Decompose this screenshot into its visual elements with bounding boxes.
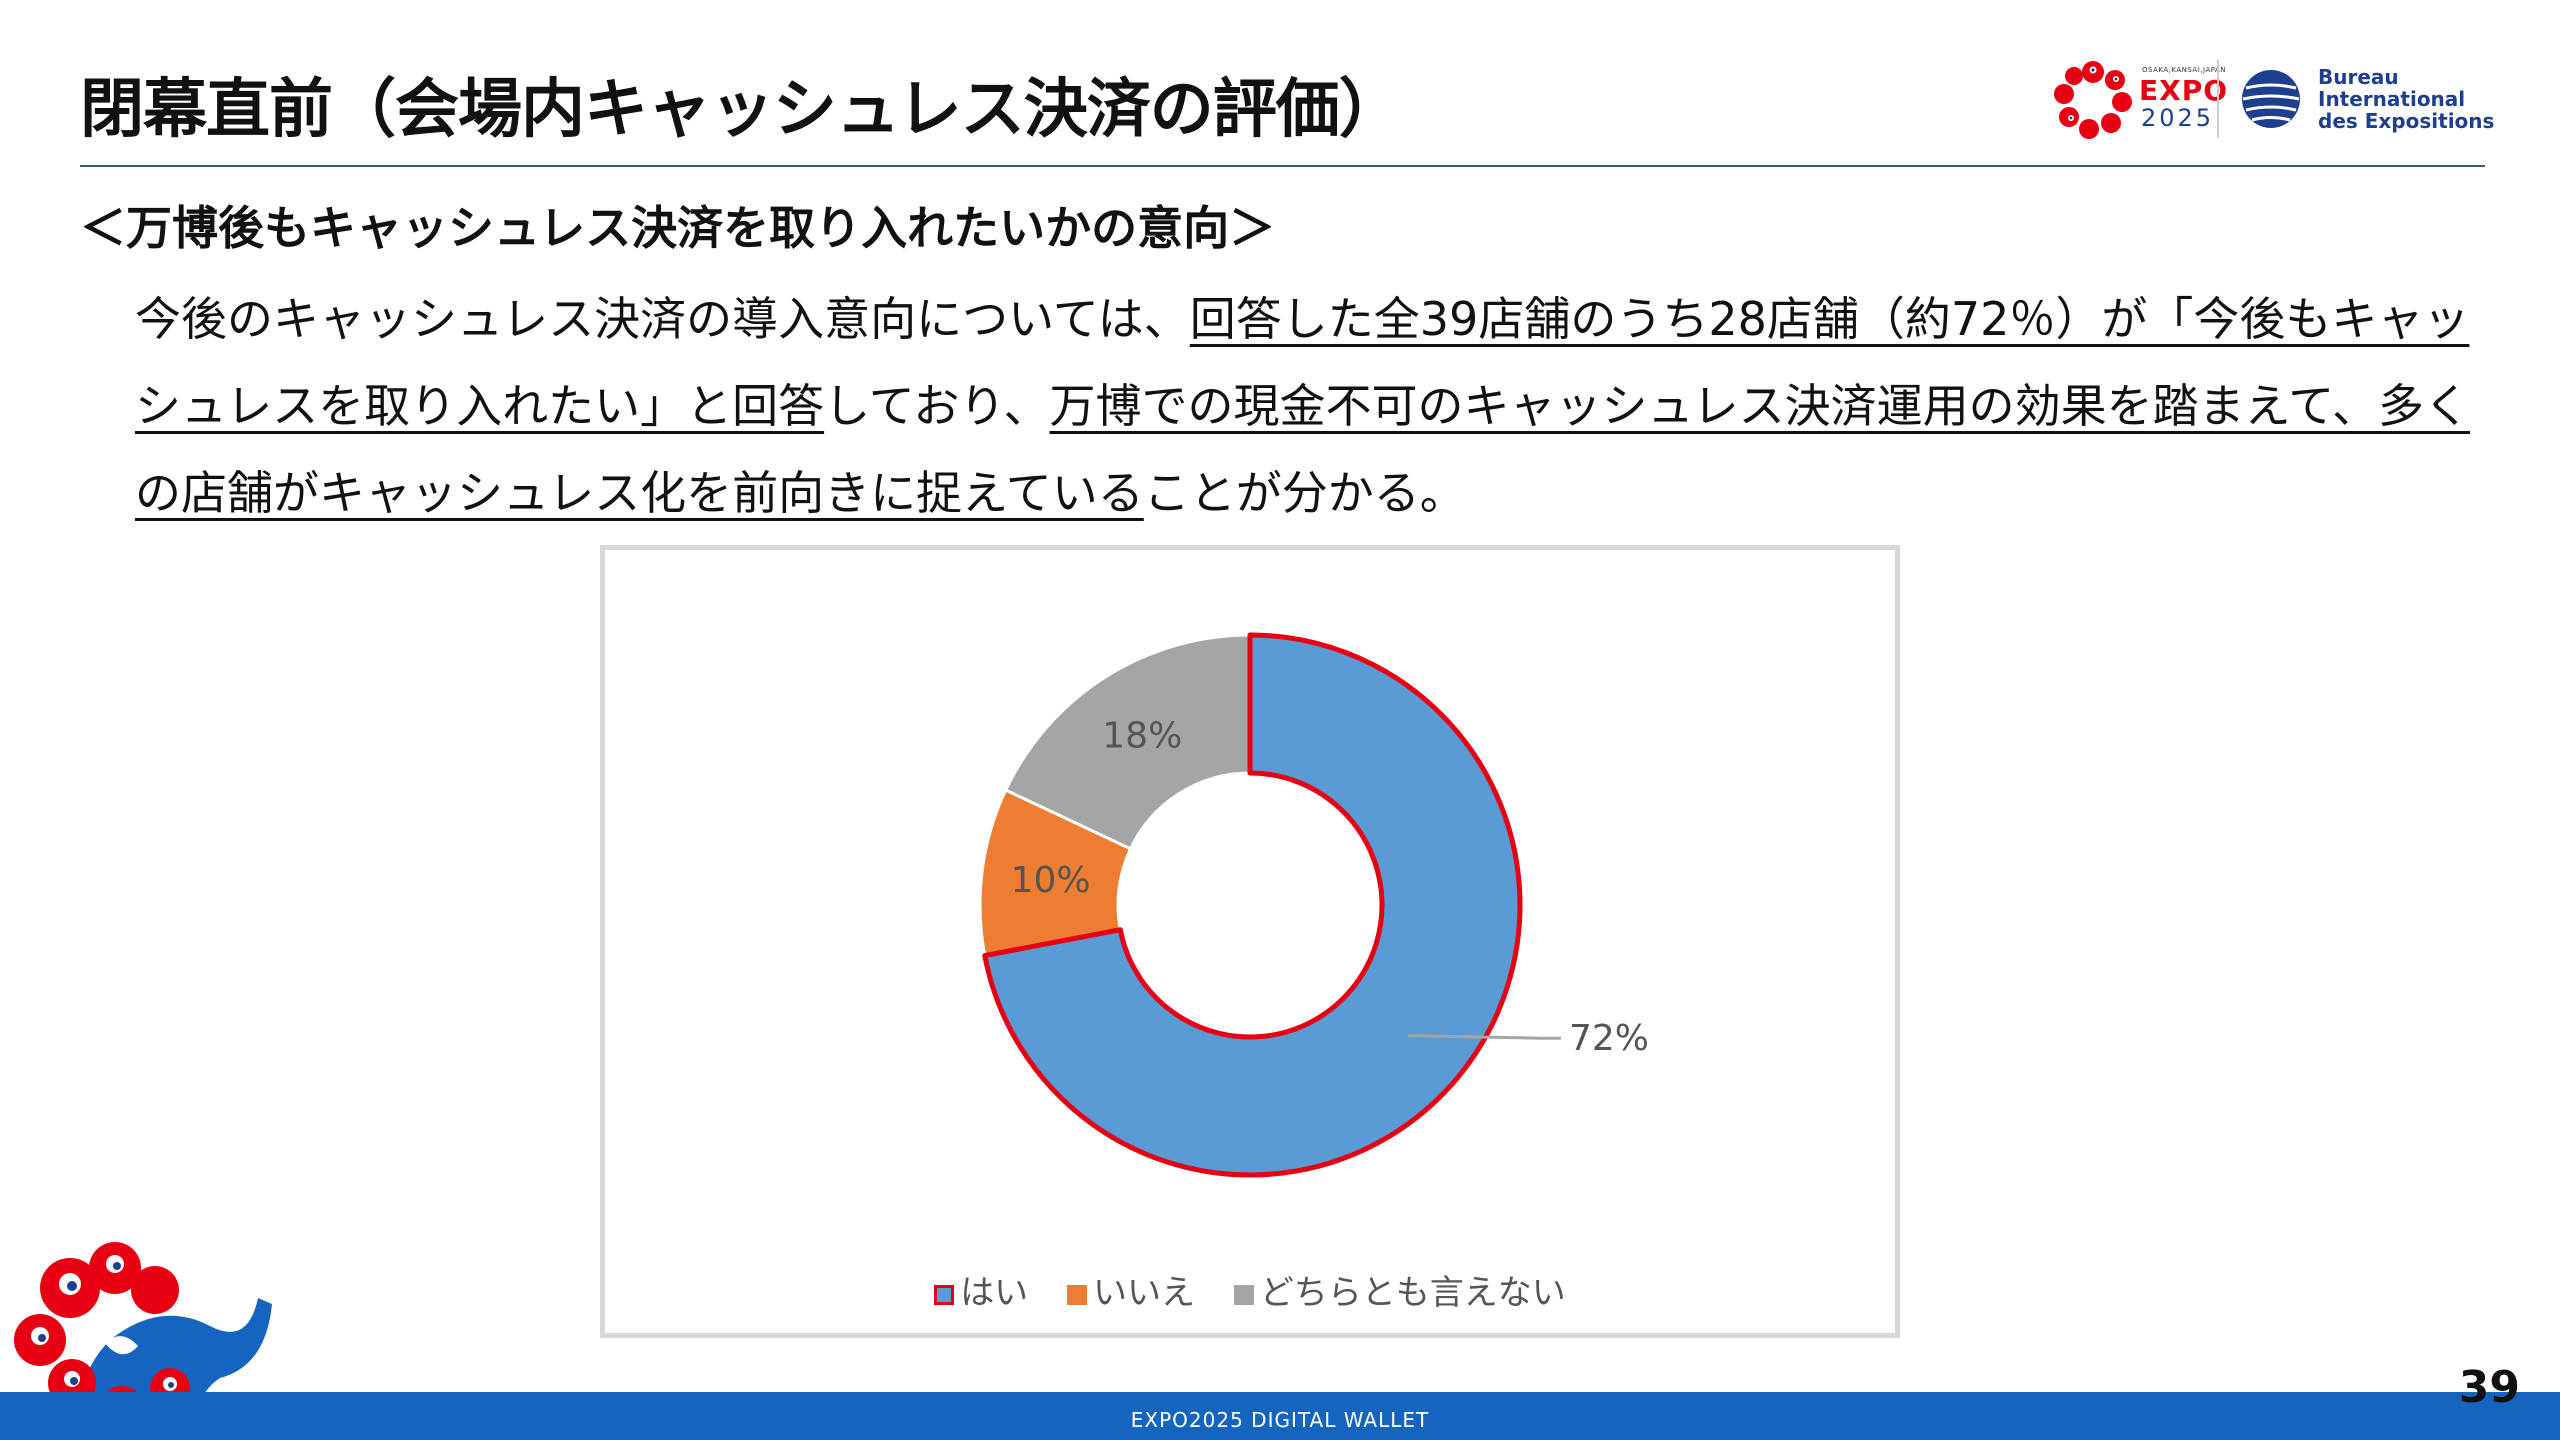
expo2025-logo-icon	[2054, 61, 2132, 139]
data-label-neutral: 18%	[1102, 715, 1182, 756]
body-paragraph: 今後のキャッシュレス決済の導入意向については、回答した全39店舗のうち28店舗（…	[135, 276, 2485, 537]
legend-label-neutral: どちらとも言えない	[1259, 1273, 1566, 1313]
legend-label-yes: はい	[960, 1273, 1029, 1313]
expo-logo-year: 2025	[2141, 104, 2215, 132]
body-text-underlined-2: 万博での現金不可のキャッシュレス決済運用の効果を踏まえて、多くの店舗がキャッシュ…	[135, 379, 2470, 520]
expo-location-text: OSAKA,KANSAI,JAPAN	[2142, 66, 2227, 74]
bie-line-3: des Expositions	[2318, 109, 2495, 133]
page-number: 39	[2458, 1362, 2520, 1413]
chart-container: 72% 10% 18% はい いいえ どちらとも言えない	[600, 545, 1900, 1338]
legend-item-neutral: どちらとも言えない	[1233, 1265, 1566, 1314]
page-title: 閉幕直前（会場内キャッシュレス決済の評価）	[80, 73, 1403, 147]
legend-swatch-neutral	[1233, 1284, 1254, 1305]
slice-neutral	[1003, 633, 1252, 851]
expo-logo-word: EXPO	[2139, 74, 2229, 107]
footer-text: EXPO2025 DIGITAL WALLET	[1130, 1408, 1430, 1432]
logo-divider	[2217, 60, 2219, 138]
legend-label-no: いいえ	[1093, 1273, 1195, 1313]
legend-swatch-yes	[934, 1284, 955, 1305]
bie-line-2: International	[2318, 87, 2466, 111]
body-text-2: しており、	[824, 379, 1050, 433]
data-label-no: 10%	[1011, 860, 1091, 901]
chart-legend: はい いいえ どちらとも言えない	[605, 1265, 1895, 1314]
body-text-underlined-1: 回答した全39店舗のうち28店舗（約72％）が「今後もキャッシュレスを取り入れた…	[135, 292, 2470, 433]
legend-swatch-no	[1067, 1284, 1087, 1305]
leader-line-yes	[1407, 1034, 1561, 1040]
section-subheading: ＜万博後もキャッシュレス決済を取り入れたいかの意向＞	[80, 201, 1276, 255]
header-divider	[80, 165, 2485, 167]
slice-yes-highlight-outline	[982, 632, 1523, 1178]
body-text-3: ことが分かる。	[1143, 466, 1466, 520]
header-logos: OSAKA,KANSAI,JAPAN EXPO 2025 Bureau Inte…	[2045, 56, 2494, 146]
bie-logo-text: Bureau International des Expositions	[2318, 66, 2494, 132]
footer-band	[0, 1392, 2560, 1440]
donut-chart: 72% 10% 18%	[978, 632, 1649, 1178]
bie-globe-icon	[2242, 70, 2300, 128]
data-label-yes: 72%	[1569, 1018, 1649, 1059]
legend-item-no: いいえ	[1067, 1265, 1195, 1314]
legend-item-yes: はい	[934, 1265, 1028, 1314]
bie-line-1: Bureau	[2318, 65, 2399, 89]
body-text-1: 今後のキャッシュレス決済の導入意向については、	[135, 292, 1190, 346]
